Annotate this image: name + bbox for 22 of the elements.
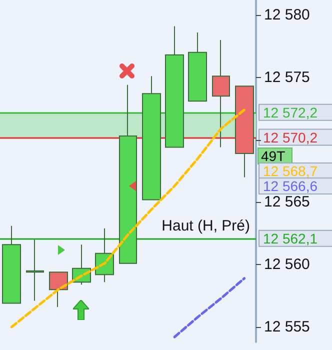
y-tick-label: 12 555	[264, 318, 310, 336]
ref-line-label: 12 572,2	[263, 104, 318, 120]
candlestick	[212, 39, 230, 148]
annotation: Haut (H, Pré)	[162, 217, 250, 234]
y-tick-label: 12 560	[264, 256, 310, 274]
y-tick-label: 12 565	[264, 194, 310, 211]
y-tick-label: 12 575	[264, 68, 310, 86]
ref-line-label: 12 562,1	[263, 230, 318, 246]
candlestick	[142, 76, 161, 200]
line-series	[173, 277, 246, 338]
candlestick	[188, 32, 207, 102]
text: 12 568,7	[263, 163, 318, 179]
candlestick	[235, 86, 254, 178]
text: 49T	[261, 148, 286, 164]
ref-line-label: 12 570,2	[263, 129, 318, 146]
candlestick	[2, 225, 21, 304]
candlestick	[26, 239, 44, 302]
candlestick	[49, 272, 68, 308]
candlestick	[165, 26, 184, 148]
y-tick-label: 12 580	[264, 6, 310, 24]
candlestick	[119, 84, 137, 264]
text: 12 566,6	[263, 178, 318, 194]
